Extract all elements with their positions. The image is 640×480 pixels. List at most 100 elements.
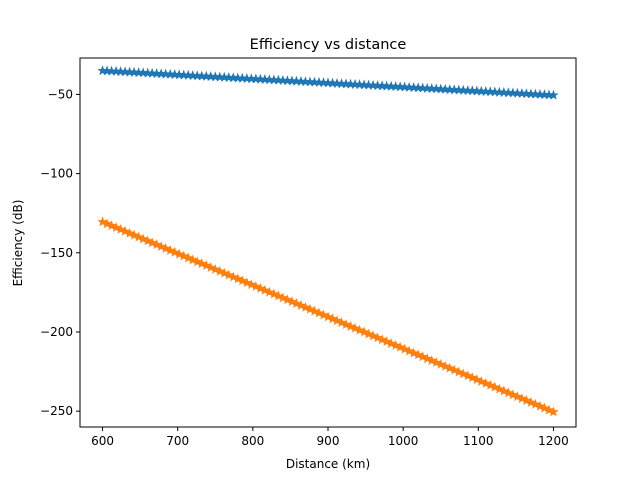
y-tick-label-100: −100 xyxy=(40,167,73,181)
series-2-point-86 xyxy=(485,379,496,390)
series-2-point-17 xyxy=(174,248,185,259)
series-2-point-6 xyxy=(124,227,135,238)
series-2-point-39 xyxy=(273,290,284,301)
series-2-point-25 xyxy=(210,263,221,274)
series-2-point-51 xyxy=(327,313,338,324)
series-2 xyxy=(97,216,559,417)
series-2-point-83 xyxy=(471,374,483,385)
x-tick-label-800: 800 xyxy=(241,434,264,448)
series-2-point-80 xyxy=(458,368,469,379)
series-2-point-91 xyxy=(507,389,519,400)
series-2-point-46 xyxy=(304,303,316,314)
series-2-point-77 xyxy=(444,362,455,373)
series-2-point-12 xyxy=(151,239,162,250)
x-tick-label-900: 900 xyxy=(317,434,340,448)
series-2-point-37 xyxy=(264,286,275,297)
y-axis-label: Efficiency (dB) xyxy=(11,200,25,287)
series-2-point-5 xyxy=(119,225,131,236)
series-2-point-54 xyxy=(340,319,352,329)
series-2-point-84 xyxy=(476,376,487,386)
series-2-point-33 xyxy=(246,279,257,290)
x-tick-label-1100: 1100 xyxy=(463,434,494,448)
series-1 xyxy=(97,65,559,100)
series-2-point-30 xyxy=(232,273,244,284)
series-2-point-14 xyxy=(160,243,171,253)
series-2-point-52 xyxy=(331,315,343,326)
series-2-point-99 xyxy=(543,404,555,415)
series-2-point-92 xyxy=(512,391,523,402)
series-2-point-64 xyxy=(385,338,397,348)
series-2-point-85 xyxy=(480,377,492,388)
series-2-point-89 xyxy=(498,385,510,396)
series-2-point-70 xyxy=(412,349,424,360)
x-tick-label-1000: 1000 xyxy=(388,434,419,448)
series-2-point-97 xyxy=(534,400,546,411)
series-2-point-8 xyxy=(133,231,144,242)
series-2-point-18 xyxy=(178,250,189,261)
series-2-point-63 xyxy=(381,336,392,347)
series-2-point-20 xyxy=(187,254,198,265)
series-2-point-60 xyxy=(367,330,379,341)
series-2-point-9 xyxy=(137,233,149,244)
series-2-point-3 xyxy=(110,222,122,233)
series-2-point-29 xyxy=(228,271,239,282)
series-2-point-53 xyxy=(336,317,347,328)
series-2-point-96 xyxy=(530,398,541,409)
series-2-point-45 xyxy=(300,301,311,312)
series-2-point-67 xyxy=(399,343,410,354)
series-2-point-78 xyxy=(449,364,460,375)
x-tick-label-700: 700 xyxy=(166,434,189,448)
series-2-point-48 xyxy=(313,307,325,318)
x-tick-label-1200: 1200 xyxy=(538,434,569,448)
series-2-point-75 xyxy=(435,358,446,369)
series-2-point-81 xyxy=(462,370,473,381)
series-2-point-21 xyxy=(192,256,203,267)
series-2-point-11 xyxy=(146,237,158,248)
series-2-point-2 xyxy=(106,220,117,231)
series-2-point-79 xyxy=(453,366,464,377)
y-tick-label-150: −150 xyxy=(40,246,73,260)
series-2-point-73 xyxy=(426,355,437,366)
series-2-point-61 xyxy=(372,332,383,343)
series-2-point-94 xyxy=(521,395,532,405)
y-tick-label-200: −200 xyxy=(40,325,73,339)
series-2-point-50 xyxy=(322,311,334,322)
series-2-point-56 xyxy=(349,322,361,333)
series-2-point-65 xyxy=(390,339,401,350)
y-tick-label-250: −250 xyxy=(40,404,73,418)
series-2-point-41 xyxy=(282,294,293,305)
chart-title: Efficiency vs distance xyxy=(250,37,407,53)
plot-area xyxy=(97,65,559,417)
series-2-point-34 xyxy=(250,281,262,291)
series-2-point-93 xyxy=(516,393,528,404)
series-2-point-1 xyxy=(101,218,113,229)
series-2-point-72 xyxy=(421,353,433,364)
series-2-point-13 xyxy=(155,241,167,252)
series-2-point-90 xyxy=(503,387,514,398)
series-2-point-31 xyxy=(237,275,248,286)
series-2-point-95 xyxy=(525,396,537,407)
series-2-point-15 xyxy=(164,244,176,255)
series-2-point-36 xyxy=(259,284,271,295)
series-2-point-19 xyxy=(183,252,194,263)
series-1-point-100 xyxy=(548,89,559,100)
y-axis: −50 −100 −150 −200 −250 xyxy=(40,87,80,418)
series-2-point-38 xyxy=(268,288,280,299)
series-2-point-76 xyxy=(440,360,451,371)
series-2-point-40 xyxy=(277,292,289,303)
series-2-point-57 xyxy=(354,324,365,335)
series-2-point-27 xyxy=(219,267,230,278)
series-2-point-43 xyxy=(291,298,302,309)
series-2-point-44 xyxy=(295,300,307,310)
series-2-point-71 xyxy=(417,351,428,362)
series-2-point-66 xyxy=(394,341,406,352)
series-2-point-62 xyxy=(376,334,388,345)
x-tick-label-600: 600 xyxy=(91,434,114,448)
y-tick-label-50: −50 xyxy=(48,87,73,101)
x-axis-label: Distance (km) xyxy=(286,457,370,471)
series-2-point-59 xyxy=(363,328,374,339)
series-2-point-74 xyxy=(431,357,442,367)
series-2-point-35 xyxy=(255,282,266,293)
series-2-point-87 xyxy=(489,381,501,392)
